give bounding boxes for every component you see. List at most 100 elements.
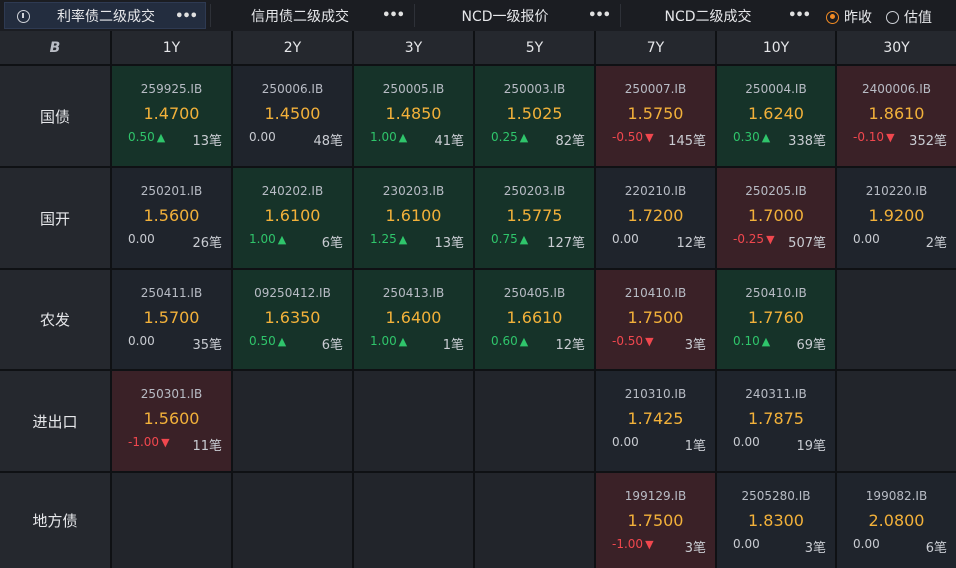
quote-cell[interactable]: 250405.IB 1.6610 0.60 ▲ 12笔 bbox=[475, 270, 594, 369]
bond-code: 199129.IB bbox=[624, 489, 687, 503]
quote-cell[interactable]: 199082.IB 2.0800 0.00 6笔 bbox=[837, 473, 956, 568]
bond-code: 250413.IB bbox=[382, 286, 445, 300]
quote-cell[interactable]: 250004.IB 1.6240 0.30 ▲ 338笔 bbox=[717, 66, 835, 166]
bond-yield: 1.6350 bbox=[264, 308, 321, 327]
trade-count: 507笔 bbox=[788, 236, 826, 251]
column-header-10y[interactable]: 10Y bbox=[717, 31, 835, 64]
yield-change: -0.50 ▼ bbox=[612, 334, 654, 348]
quote-cell[interactable]: 210410.IB 1.7500 -0.50 ▼ 3笔 bbox=[596, 270, 715, 369]
arrow-up-icon: ▲ bbox=[156, 131, 166, 144]
bond-yield: 1.6610 bbox=[506, 308, 563, 327]
bond-yield: 1.8300 bbox=[748, 511, 804, 530]
column-header-5y[interactable]: 5Y bbox=[475, 31, 594, 64]
bond-code: 09250412.IB bbox=[254, 286, 331, 300]
quote-cell[interactable]: 250201.IB 1.5600 0.00 26笔 bbox=[112, 168, 231, 268]
yield-change: 0.00 bbox=[249, 130, 276, 144]
quote-cell[interactable]: 2505280.IB 1.8300 0.00 3笔 bbox=[717, 473, 835, 568]
quote-cell[interactable]: 210310.IB 1.7425 0.00 1笔 bbox=[596, 371, 715, 471]
arrow-up-icon: ▲ bbox=[519, 233, 529, 246]
quote-cell[interactable]: 240311.IB 1.7875 0.00 19笔 bbox=[717, 371, 835, 471]
bond-code: 250301.IB bbox=[140, 387, 203, 401]
tab-ncd-primary-quote[interactable]: NCD一级报价 ••• bbox=[416, 2, 618, 29]
quote-cell[interactable]: 250301.IB 1.5600 -1.00 ▼ 11笔 bbox=[112, 371, 231, 471]
trade-count: 48笔 bbox=[313, 134, 343, 149]
more-icon[interactable]: ••• bbox=[175, 9, 198, 24]
quote-cell[interactable]: 250203.IB 1.5775 0.75 ▲ 127笔 bbox=[475, 168, 594, 268]
quote-cell[interactable]: 250413.IB 1.6400 1.00 ▲ 1笔 bbox=[354, 270, 473, 369]
quote-cell[interactable]: 250006.IB 1.4500 0.00 48笔 bbox=[233, 66, 352, 166]
empty-quote-cell bbox=[233, 473, 352, 568]
yield-change: 0.00 bbox=[733, 435, 760, 449]
arrow-down-icon: ▼ bbox=[645, 335, 654, 348]
yield-change: 0.00 bbox=[612, 232, 639, 246]
brand-logo-icon: B bbox=[49, 39, 61, 56]
quote-cell[interactable]: 2400006.IB 1.8610 -0.10 ▼ 352笔 bbox=[837, 66, 956, 166]
bond-code: 250006.IB bbox=[261, 82, 324, 96]
column-header-7y[interactable]: 7Y bbox=[596, 31, 715, 64]
trade-count: 3笔 bbox=[684, 338, 706, 353]
change-value: 0.00 bbox=[612, 232, 639, 246]
quote-cell[interactable]: 250205.IB 1.7000 -0.25 ▼ 507笔 bbox=[717, 168, 835, 268]
tab-label: 信用债二级成交 bbox=[251, 8, 349, 25]
bond-code: 199082.IB bbox=[865, 489, 928, 503]
quote-cell[interactable]: 250411.IB 1.5700 0.00 35笔 bbox=[112, 270, 231, 369]
quote-cell[interactable]: 09250412.IB 1.6350 0.50 ▲ 6笔 bbox=[233, 270, 352, 369]
row-label: 农发 bbox=[0, 270, 110, 369]
quote-cell[interactable]: 240202.IB 1.6100 1.00 ▲ 6笔 bbox=[233, 168, 352, 268]
bond-yield: 1.7500 bbox=[627, 511, 684, 530]
more-icon[interactable]: ••• bbox=[382, 8, 405, 23]
more-icon[interactable]: ••• bbox=[588, 8, 611, 23]
trade-count: 352笔 bbox=[909, 134, 947, 149]
column-header-2y[interactable]: 2Y bbox=[233, 31, 352, 64]
yield-change: 0.00 bbox=[612, 435, 639, 449]
change-value: 0.30 bbox=[733, 130, 760, 144]
arrow-down-icon: ▼ bbox=[766, 233, 775, 246]
quote-cell[interactable]: 220210.IB 1.7200 0.00 12笔 bbox=[596, 168, 715, 268]
quote-cell[interactable]: 250410.IB 1.7760 0.10 ▲ 69笔 bbox=[717, 270, 835, 369]
more-icon[interactable]: ••• bbox=[788, 8, 811, 23]
quote-cell[interactable]: 199129.IB 1.7500 -1.00 ▼ 3笔 bbox=[596, 473, 715, 568]
column-header-3y[interactable]: 3Y bbox=[354, 31, 473, 64]
bond-yield: 1.8610 bbox=[868, 104, 925, 123]
column-header-30y[interactable]: 30Y bbox=[837, 31, 956, 64]
trade-count: 41笔 bbox=[434, 134, 464, 149]
quote-cell[interactable]: 259925.IB 1.4700 0.50 ▲ 13笔 bbox=[112, 66, 231, 166]
quote-cell[interactable]: 250005.IB 1.4850 1.00 ▲ 41笔 bbox=[354, 66, 473, 166]
trade-count: 1笔 bbox=[442, 338, 464, 353]
bond-yield: 1.4700 bbox=[143, 104, 200, 123]
quote-cell[interactable]: 210220.IB 1.9200 0.00 2笔 bbox=[837, 168, 956, 268]
bond-yield: 1.7000 bbox=[748, 206, 804, 225]
bond-code: 240311.IB bbox=[745, 387, 807, 401]
tab-ncd-secondary[interactable]: NCD二级成交 ••• bbox=[622, 2, 818, 29]
yield-change: 0.25 ▲ bbox=[491, 130, 528, 144]
row-label: 进出口 bbox=[0, 371, 110, 471]
arrow-up-icon: ▲ bbox=[398, 233, 408, 246]
radio-valuation[interactable]: 估值 bbox=[886, 7, 932, 27]
bond-yield: 1.4850 bbox=[385, 104, 442, 123]
bond-code: 250003.IB bbox=[503, 82, 566, 96]
quote-cell[interactable]: 230203.IB 1.6100 1.25 ▲ 13笔 bbox=[354, 168, 473, 268]
bond-yield: 1.7425 bbox=[627, 409, 684, 428]
change-value: 1.25 bbox=[370, 232, 397, 246]
change-value: 0.00 bbox=[733, 537, 760, 551]
change-value: 0.10 bbox=[733, 334, 760, 348]
tab-rates-bond-secondary[interactable]: 利率债二级成交 ••• bbox=[4, 2, 206, 29]
change-value: 0.50 bbox=[249, 334, 276, 348]
radio-label: 估值 bbox=[904, 10, 932, 26]
trade-count: 1笔 bbox=[684, 439, 706, 454]
column-header-1y[interactable]: 1Y bbox=[112, 31, 231, 64]
tab-credit-bond-secondary[interactable]: 信用债二级成交 ••• bbox=[212, 2, 412, 29]
quote-cell[interactable]: 250003.IB 1.5025 0.25 ▲ 82笔 bbox=[475, 66, 594, 166]
change-value: 0.25 bbox=[491, 130, 518, 144]
info-icon[interactable] bbox=[17, 10, 30, 23]
empty-quote-cell bbox=[837, 270, 956, 369]
bond-yield: 1.7760 bbox=[748, 308, 804, 327]
trade-count: 338笔 bbox=[788, 134, 826, 149]
quote-cell[interactable]: 250007.IB 1.5750 -0.50 ▼ 145笔 bbox=[596, 66, 715, 166]
empty-quote-cell bbox=[475, 371, 594, 471]
bond-code: 259925.IB bbox=[140, 82, 203, 96]
radio-prev-close[interactable]: 昨收 bbox=[826, 7, 872, 27]
bond-yield: 1.6240 bbox=[748, 104, 804, 123]
yield-change: -1.00 ▼ bbox=[612, 537, 654, 551]
trade-count: 127笔 bbox=[547, 236, 585, 251]
